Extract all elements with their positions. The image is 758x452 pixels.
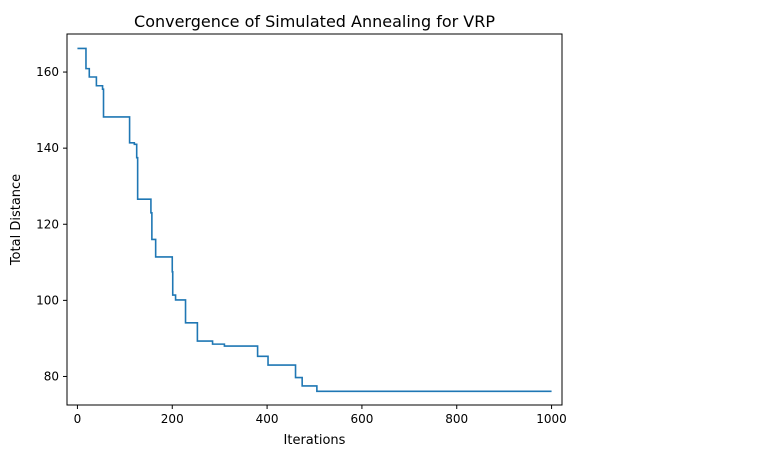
- x-tick-label: 400: [256, 412, 279, 426]
- x-tick-label: 800: [445, 412, 468, 426]
- series-line: [77, 47, 552, 393]
- y-tick-label: 140: [36, 141, 59, 155]
- x-tick-label: 200: [161, 412, 184, 426]
- y-axis-label: Total Distance: [9, 174, 24, 266]
- y-tick-label: 120: [36, 217, 59, 231]
- plot-area: [67, 34, 562, 405]
- series-layer: [77, 47, 552, 393]
- y-tick-label: 160: [36, 65, 59, 79]
- x-tick-label: 0: [74, 412, 82, 426]
- plot-frame: [66, 33, 563, 406]
- x-tick-label: 600: [350, 412, 373, 426]
- ticks-layer: 0 200 400 600 800 1000 80 100 120 140 160: [36, 65, 567, 426]
- x-axis-label: Iterations: [284, 433, 346, 448]
- y-tick-label: 100: [36, 293, 59, 307]
- x-tick-label: 1000: [536, 412, 567, 426]
- chart-title: Convergence of Simulated Annealing for V…: [134, 12, 495, 31]
- y-tick-label: 80: [44, 369, 59, 383]
